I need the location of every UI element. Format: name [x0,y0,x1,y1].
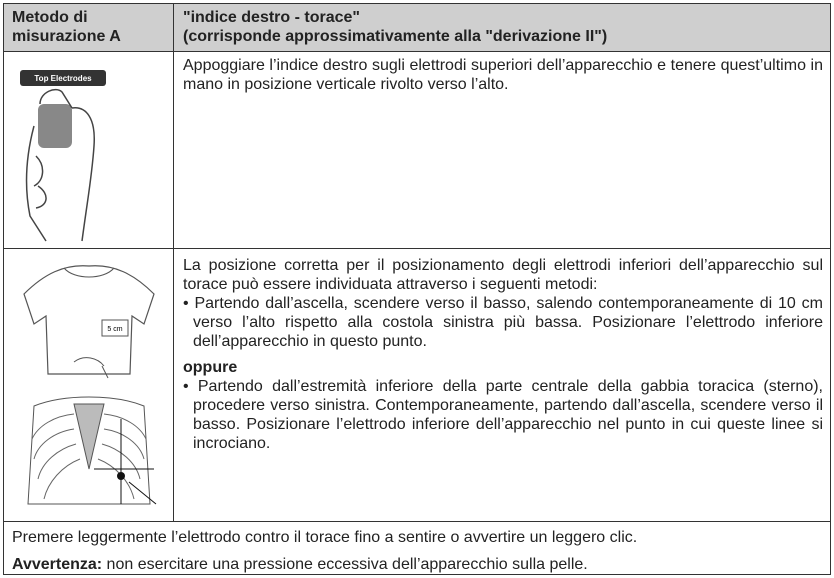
measure-label: 5 cm [107,326,122,333]
bullet: • Partendo dall’ascella, scendere verso … [183,295,823,350]
warning-label: Avvertenza: [12,556,103,573]
footer: Premere leggermente l’elettrodo contro i… [12,528,827,574]
hand-outline [25,107,95,242]
warning: Avvertenza: non esercitare una pressione… [12,555,827,574]
note: Premere leggermente l’elettrodo contro i… [12,529,638,546]
intro: La posizione corretta per il posizioname… [183,257,823,293]
torso-illustration: 5 cm [23,265,157,505]
finger [39,88,73,109]
electrode-point [117,472,125,480]
collar [63,267,115,278]
pointer-arrow [128,481,157,505]
row-divider [3,521,831,522]
device-label-bg [20,70,106,86]
header-right-1: "indice destro - torace" [183,9,360,26]
arm [73,357,109,379]
sternum [73,403,105,470]
shirt [23,265,155,375]
header-left: Metodo di misurazione A [12,9,121,45]
row-2-text: La posizione corretta per il posizioname… [183,256,823,453]
alternative: oppure [183,359,238,376]
header-row [3,3,831,52]
hand-illustration: Top Electrodes [20,70,106,242]
row-1-text: Appoggiare l’indice destro sugli elettro… [183,57,823,93]
device [38,104,72,148]
column-divider [173,3,174,522]
header-right-2: (corrisponde approssimativamente alla "d… [183,28,608,45]
device-label: Top Electrodes [34,74,92,83]
bullet: • Partendo dall’estremità inferiore dell… [183,378,823,452]
warning-text: non esercitare una pressione eccessiva d… [102,556,588,573]
row-divider [3,248,831,249]
measure-box [101,319,129,337]
